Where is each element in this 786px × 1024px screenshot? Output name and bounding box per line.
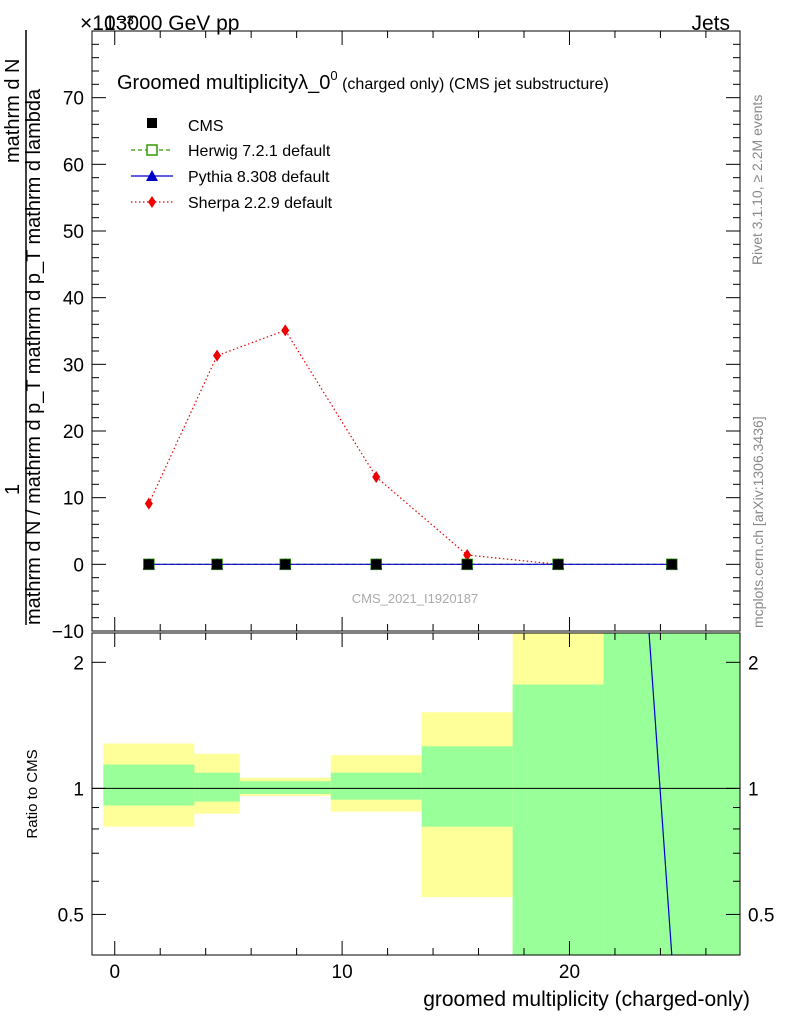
main-title: Groomed multiplicityλ_00 (charged only) … (117, 68, 609, 94)
ratio-bands-layer (92, 632, 740, 956)
data-point-cms (666, 559, 677, 570)
ratio-band-green (103, 764, 195, 806)
x-tick-label: 10 (332, 962, 353, 983)
legend-label-cms: CMS (188, 118, 224, 135)
x-tick-label: 0 (109, 962, 120, 983)
data-point-sherpa (372, 471, 381, 483)
data-point-sherpa (144, 497, 153, 510)
ratio-band-green (239, 781, 331, 794)
main-y-tick-label: −10 (52, 622, 84, 643)
ratio-line-pythia (648, 632, 673, 956)
main-y-tick-label: 70 (63, 89, 84, 110)
data-point-sherpa (213, 349, 222, 362)
legend-entry-herwig: Herwig 7.2.1 default (131, 143, 331, 160)
main-y-axis-label: mathrm d N / mathrm d p_T mathrm d p_T m… (2, 30, 45, 625)
legend-entry-sherpa: Sherpa 2.2.9 default (131, 195, 333, 212)
legend-marker-sherpa (148, 196, 156, 208)
ratio-y-tick-label-right: 1 (748, 779, 759, 800)
data-point-sherpa (281, 324, 290, 337)
data-point-cms (553, 559, 564, 570)
main-axes: −10 0 10 20 30 40 50 60 70 (52, 31, 740, 643)
main-y-tick-label: 60 (63, 155, 84, 176)
legend-label-pythia: Pythia 8.308 default (188, 169, 330, 186)
ratio-band-green (603, 633, 740, 955)
data-point-cms (212, 559, 223, 570)
legend-entry-pythia: Pythia 8.308 default (131, 169, 330, 186)
legend-marker-herwig (146, 144, 158, 156)
legend-label-sherpa: Sherpa 2.2.9 default (188, 195, 333, 212)
ratio-y-axis-label: Ratio to CMS (24, 749, 41, 838)
ratio-band-green (330, 772, 422, 800)
main-y-label-line1: mathrm d N / mathrm d p_T mathrm d p_T m… (23, 88, 45, 625)
x-tick-label: 20 (559, 962, 580, 983)
main-y-tick-label: 30 (63, 355, 84, 376)
data-point-cms (143, 559, 154, 570)
legend-entry-cms: CMS (147, 118, 224, 135)
legend: CMS Herwig 7.2.1 default Pythia 8.308 de… (131, 118, 333, 212)
ratio-y-tick-label-right: 0.5 (748, 905, 774, 926)
main-y-label-numerator: 1 (2, 484, 24, 495)
series-line-sherpa (148, 329, 559, 565)
ratio-band-green (421, 746, 513, 827)
mcplots-label: mcplots.cern.ch [arXiv:1306.3436] (750, 416, 766, 628)
analysis-watermark: CMS_2021_I1920187 (352, 591, 479, 606)
ratio-band-green (512, 684, 604, 955)
energy-label: 13000 GeV pp (104, 12, 239, 35)
legend-marker-cms (147, 118, 157, 128)
ratio-axes: 0.5 0.51 12 20 10 20 (58, 633, 774, 983)
main-series-layer (142, 324, 678, 571)
ratio-plot-frame (91, 632, 741, 956)
main-y-tick-label: 40 (63, 289, 84, 310)
main-title-text: Groomed multiplicityλ_00 (charged only) … (117, 68, 609, 94)
main-y-tick-label: 50 (63, 222, 84, 243)
ratio-y-tick-label-right: 2 (748, 653, 759, 674)
ratio-y-tick-label: 1 (73, 779, 84, 800)
data-point-cms (280, 559, 291, 570)
data-point-sherpa (463, 549, 472, 561)
data-point-cms (371, 559, 382, 570)
main-y-label-line2: mathrm d N (2, 59, 24, 163)
category-label: Jets (691, 12, 730, 35)
x-axis-label: groomed multiplicity (charged-only) (423, 988, 750, 1011)
ratio-band-green (194, 772, 240, 802)
legend-label-herwig: Herwig 7.2.1 default (188, 143, 331, 160)
main-y-tick-label: 20 (63, 422, 84, 443)
main-plot-frame (91, 30, 741, 632)
ratio-y-tick-label: 0.5 (58, 905, 84, 926)
main-y-tick-label: 0 (73, 555, 84, 576)
data-point-cms (462, 559, 473, 570)
y-scale-exponent: ×10⁻³ (80, 12, 134, 35)
legend-marker-pythia (146, 170, 158, 181)
main-y-tick-label: 10 (63, 489, 84, 510)
ratio-y-tick-label: 2 (73, 653, 84, 674)
rivet-label: Rivet 3.1.10, ≥ 2.2M events (749, 95, 765, 265)
